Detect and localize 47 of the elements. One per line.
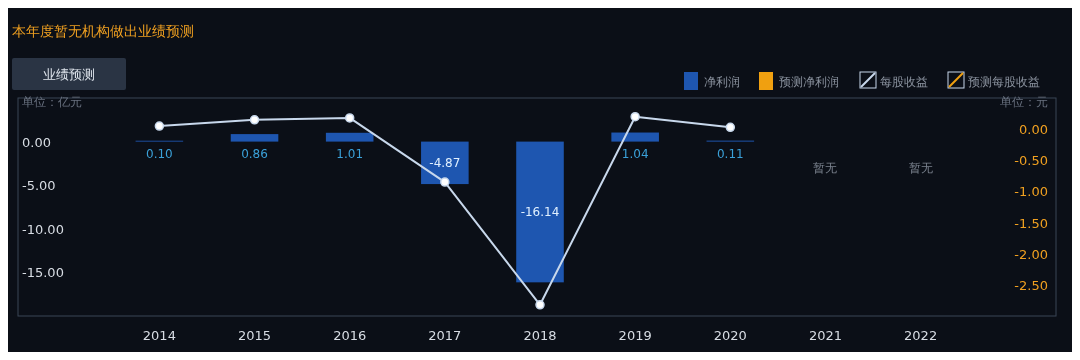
y2-axis-title: 单位：元: [1000, 95, 1048, 109]
data-label: 0.86: [241, 146, 268, 161]
chart-subtitle: 业绩预测: [43, 67, 95, 82]
x-tick-label: 2019: [618, 328, 652, 343]
data-label: 0.10: [146, 146, 173, 161]
x-tick-label: 2021: [808, 328, 843, 343]
point: [154, 121, 165, 131]
point: [630, 111, 640, 122]
x-tick-label: 2015: [237, 328, 272, 343]
y-tick-label: 0.00: [22, 134, 51, 150]
point: [535, 300, 545, 310]
point: [440, 177, 450, 187]
legend-label: 预测每股收益: [968, 75, 1040, 89]
point: [249, 115, 260, 125]
data-label: -4.87: [429, 155, 461, 170]
y-axis-title: 单位：亿元: [22, 95, 82, 109]
bar: [325, 132, 374, 142]
data-label: -16.14: [520, 204, 560, 219]
y2-tick-label: -2.50: [1014, 277, 1048, 293]
x-tick-label: 2018: [523, 328, 557, 343]
y2-tick-label: -2.00: [1014, 246, 1048, 262]
y-tick-label: -15.00: [22, 265, 64, 281]
y-tick-label: -5.00: [22, 178, 56, 194]
bar: [516, 141, 564, 283]
bar: [611, 132, 659, 142]
y2-tick-label: -1.50: [1014, 215, 1048, 231]
annotation: 暂无: [813, 160, 838, 175]
y2-tick-label: -1.00: [1014, 184, 1048, 200]
annotation: 暂无: [908, 160, 933, 175]
point: [344, 113, 355, 123]
y2-tick-label: -0.50: [1014, 153, 1048, 169]
legend-label: 每股收益: [880, 75, 928, 89]
x-tick-label: 2020: [713, 328, 747, 343]
chart-title: 本年度暂无机构做出业绩预测: [12, 23, 194, 39]
legend-label: 净利润: [704, 75, 740, 89]
data-label: 1.04: [621, 146, 649, 161]
x-tick-label: 2016: [333, 328, 367, 343]
bar: [230, 134, 279, 142]
y-tick-label: -10.00: [22, 221, 64, 237]
x-tick-label: 2022: [904, 328, 938, 343]
legend-label: 预测净利润: [779, 75, 839, 89]
y2-tick-label: 0.00: [1019, 122, 1048, 138]
data-label: 1.01: [336, 146, 364, 161]
data-label: 0.11: [716, 146, 744, 161]
x-tick-label: 2014: [142, 328, 176, 343]
point: [725, 122, 736, 133]
x-tick-label: 2017: [428, 328, 462, 343]
